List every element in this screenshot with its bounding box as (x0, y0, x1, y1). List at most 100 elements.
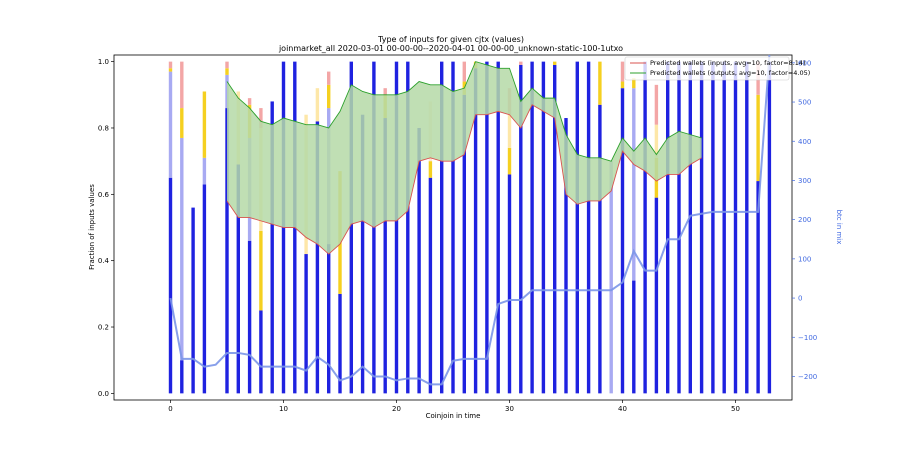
bar-fresh-13 (315, 121, 320, 394)
bar-friends-14 (327, 84, 331, 109)
y2-tick-label: 100 (798, 255, 811, 263)
bar-fresh-34 (553, 64, 557, 394)
bar-fresh-30 (507, 174, 512, 394)
bar-remix-39 (609, 161, 613, 394)
bar-friends-40 (620, 81, 625, 89)
bar-friends-8 (259, 230, 263, 311)
x-tick-label: 30 (505, 405, 514, 413)
prediction-band-layer (226, 61, 702, 255)
bar-fresh-27 (473, 68, 478, 394)
legend: Predicted wallets (inputs, avg=10, facto… (624, 56, 810, 81)
chart-title: Type of inputs for given cjtx (values) (377, 35, 524, 44)
y2-tick-label: 400 (798, 138, 811, 146)
bar-fresh-3 (202, 184, 207, 394)
bar-fresh-25 (451, 61, 455, 394)
bar-fresh-38 (598, 104, 602, 394)
chart-subtitle: joinmarket_all 2020-03-01 00-00-00--2020… (278, 44, 623, 53)
bar-remix-3 (202, 157, 207, 185)
x-tick-label: 40 (618, 405, 627, 413)
bar-fresh-42 (643, 61, 647, 394)
bar-fresh-20 (394, 61, 399, 394)
bar-fresh-31 (519, 64, 523, 394)
bar-fresh-35 (564, 118, 568, 394)
bar-fresh-45 (677, 61, 681, 394)
y-tick-label: 0.0 (98, 390, 109, 398)
bar-fresh-26 (462, 94, 466, 394)
y2-ticks: −200 −100 0 100 200 300 400 500 600 (792, 59, 817, 381)
bar-fresh-37 (586, 61, 591, 394)
bar-fresh-9 (270, 101, 274, 394)
bar-fresh-23 (428, 177, 433, 394)
x-tick-label: 20 (392, 405, 401, 413)
bar-fresh-22 (417, 127, 421, 394)
y2-tick-label: 500 (798, 99, 811, 107)
bar-fresh-17 (360, 114, 365, 394)
bar-fresh-36 (575, 61, 579, 394)
bar-unknown-31 (519, 61, 523, 65)
bar-friends-34 (553, 61, 557, 65)
bar-unknown-5 (225, 61, 229, 69)
bar-fresh-21 (406, 61, 410, 394)
bar-fresh-40 (620, 88, 625, 394)
y2-axis-label: btc in mix (835, 210, 843, 245)
y2-tick-label: 200 (798, 216, 811, 224)
bar-fresh-44 (666, 61, 670, 394)
bar-friends-23 (428, 161, 433, 178)
pred-outputs-line (226, 61, 702, 162)
plot-area: 0 10 20 30 40 50 0.0 0.2 0.4 0.6 0.8 1.0 −200 −100 0… (98, 54, 817, 413)
bar-fresh-47 (699, 61, 704, 394)
bar-friends-1 (180, 108, 184, 138)
legend-label-inputs: Predicted wallets (inputs, avg=10, facto… (650, 59, 806, 67)
bar-friends-38 (598, 61, 602, 105)
bar-unknown-26 (462, 61, 466, 82)
bar-friends-52 (756, 94, 760, 182)
bar-unknown-7 (247, 98, 252, 105)
bar-fresh-48 (711, 61, 715, 394)
bar-fresh-6 (236, 164, 240, 394)
y-tick-label: 0.6 (98, 191, 110, 199)
bar-fresh-49 (722, 61, 726, 394)
bar-unknown-1 (180, 61, 184, 109)
bar-friends-41 (632, 78, 636, 89)
bar-unknown-19 (383, 88, 387, 95)
bar-fresh-14 (327, 244, 331, 394)
y-axis-label: Fraction of inputs values (88, 184, 96, 270)
bar-fresh-0 (168, 177, 173, 394)
bar-fresh-1 (180, 360, 184, 394)
x-axis-label: Coinjoin in time (426, 412, 481, 420)
bar-friends-light-30 (507, 114, 512, 148)
bar-friends-30 (507, 147, 512, 175)
y-tick-label: 1.0 (98, 58, 109, 66)
bar-fresh-16 (349, 61, 353, 394)
bar-unknown-14 (327, 71, 331, 85)
legend-frame (624, 56, 790, 81)
bar-fresh-53 (767, 61, 772, 394)
x-tick-label: 0 (168, 405, 172, 413)
bar-friends-light-13 (315, 88, 320, 122)
bar-fresh-15 (338, 293, 342, 394)
bar-remix-1 (180, 137, 184, 361)
pred-inputs-line (226, 104, 702, 255)
legend-label-outputs: Predicted wallets (outputs, avg=10, fact… (650, 69, 810, 77)
bar-fresh-51 (745, 61, 749, 394)
x-ticks: 0 10 20 30 40 50 (168, 400, 740, 413)
bar-remix-41 (632, 88, 636, 281)
y-tick-label: 0.2 (98, 324, 109, 332)
btc-line-layer (169, 54, 771, 386)
plot-frame (113, 54, 793, 401)
x-tick-label: 10 (279, 405, 288, 413)
bar-fresh-41 (632, 280, 636, 394)
bar-friends-3 (202, 91, 207, 158)
y2-tick-label: 0 (798, 295, 802, 303)
bar-fresh-8 (259, 310, 263, 394)
bar-unknown-43 (654, 84, 659, 125)
bar-unknown-8 (259, 108, 263, 128)
y2-tick-label: −200 (798, 373, 817, 381)
y2-tick-label: 600 (798, 59, 811, 67)
bar-fresh-5 (225, 108, 229, 394)
btc-in-mix-line (169, 54, 771, 386)
y2-tick-label: −100 (798, 334, 817, 342)
y-tick-label: 0.8 (98, 124, 109, 132)
bar-fresh-28 (485, 61, 489, 394)
